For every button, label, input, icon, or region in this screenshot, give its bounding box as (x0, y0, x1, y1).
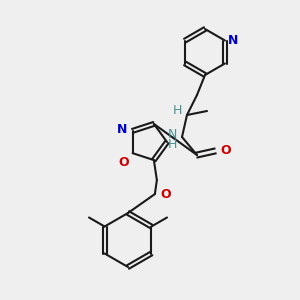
Text: N: N (168, 128, 177, 142)
Text: O: O (161, 188, 172, 201)
Text: N: N (228, 34, 238, 47)
Text: O: O (118, 156, 129, 169)
Text: H: H (168, 137, 177, 151)
Text: H: H (172, 104, 182, 118)
Text: O: O (220, 145, 231, 158)
Text: N: N (117, 123, 128, 136)
